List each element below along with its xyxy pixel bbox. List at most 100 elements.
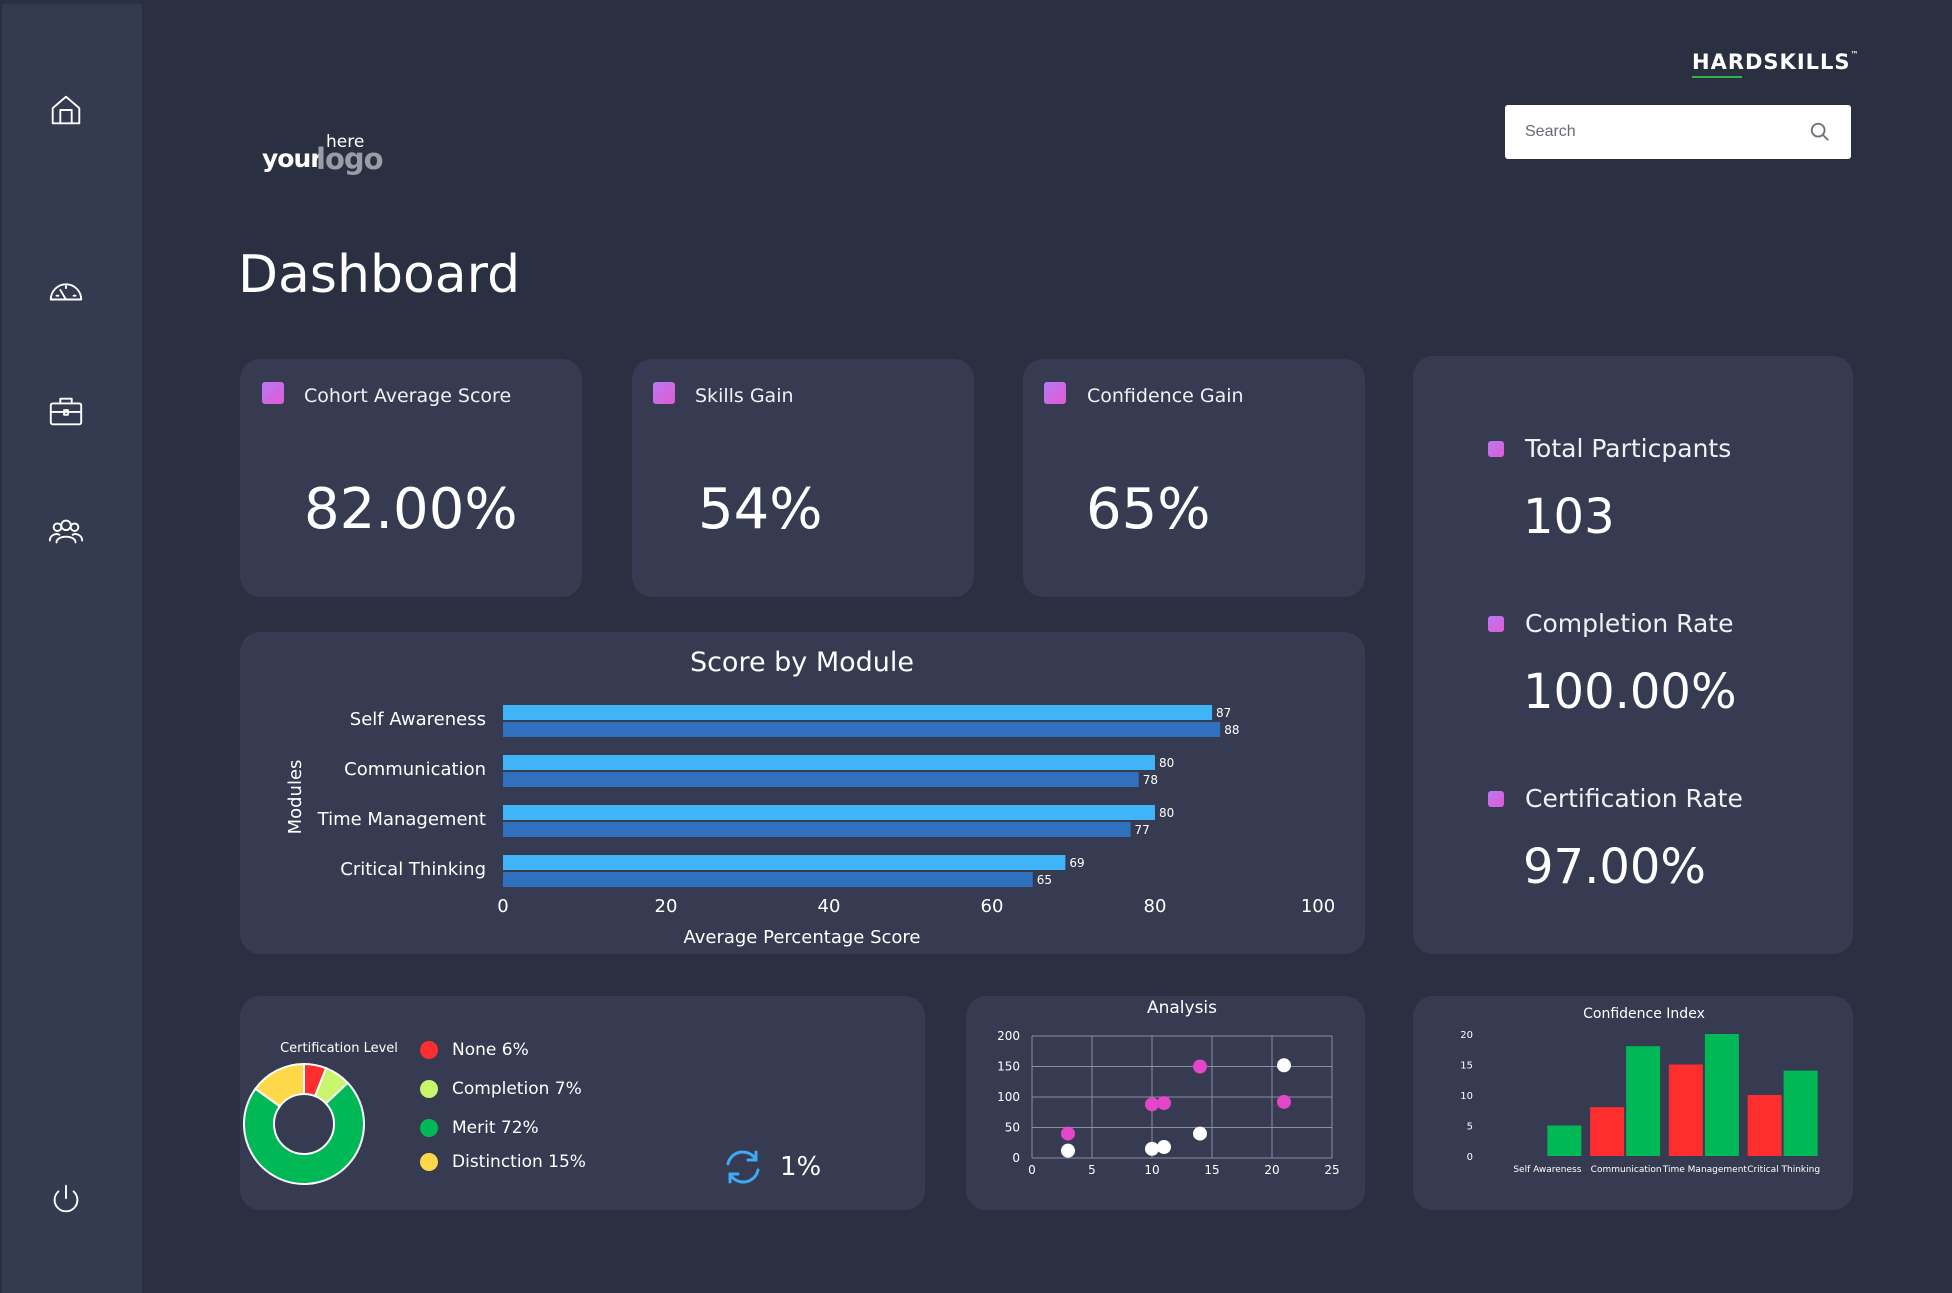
speedometer-icon[interactable] <box>46 270 86 310</box>
kpi-swatch <box>653 382 675 404</box>
y-axis-label: Modules <box>285 760 306 835</box>
kpi-label: Certification Rate <box>1525 784 1743 813</box>
y-tick-label: 0 <box>1467 1152 1473 1163</box>
y-tick-label: 20 <box>1460 1030 1473 1041</box>
bar-value-label: 87 <box>1216 706 1231 720</box>
bar <box>1783 1070 1818 1156</box>
logo-your: your <box>262 144 323 173</box>
chart-title: Score by Module <box>690 647 914 678</box>
scatter-point <box>1157 1096 1171 1111</box>
legend-label: Merit 72% <box>452 1118 539 1138</box>
bar-value-label: 69 <box>1069 856 1084 870</box>
x-tick-label: Self Awareness <box>1513 1165 1581 1175</box>
bar <box>503 772 1139 787</box>
bar <box>1747 1095 1782 1156</box>
y-tick-label: 10 <box>1460 1091 1473 1102</box>
change-value: 1% <box>780 1152 822 1182</box>
scatter-point <box>1277 1058 1291 1073</box>
logo: here your logo <box>262 132 384 182</box>
x-tick-label: Critical Thinking <box>1747 1165 1820 1175</box>
bar <box>1590 1107 1625 1156</box>
brand-underline <box>1692 76 1742 78</box>
scatter-point <box>1157 1140 1171 1155</box>
analysis-scatter-chart: Analysis 0 5 10 15 20 25 0 50 100 150 200 <box>997 998 1340 1177</box>
legend-label: None 6% <box>452 1040 529 1060</box>
confidence-index-card: Confidence Index 0 5 10 15 20 Self Awareness Co… <box>1413 996 1853 1210</box>
bar-value-label: 88 <box>1224 723 1239 737</box>
kpi-label: Completion Rate <box>1525 609 1734 638</box>
kpi-swatch <box>1488 441 1504 457</box>
bar-value-label: 77 <box>1135 823 1150 837</box>
confidence-index-chart: Confidence Index 0 5 10 15 20 Self Awareness Co… <box>1460 1006 1820 1175</box>
refresh-icon <box>726 1150 760 1184</box>
bar <box>503 722 1221 737</box>
x-tick-label: 80 <box>1144 896 1167 917</box>
score-by-module-chart: Score by Module Average Percentage Score M… <box>285 647 1335 948</box>
bar-value-label: 65 <box>1037 873 1052 887</box>
y-tick-label: 15 <box>1460 1061 1473 1072</box>
kpi-swatch <box>262 382 284 404</box>
scatter-point <box>1061 1143 1075 1158</box>
bar <box>503 805 1155 820</box>
home-icon[interactable] <box>46 90 86 130</box>
x-tick-label: 15 <box>1204 1163 1219 1177</box>
y-tick-label: 200 <box>997 1029 1020 1043</box>
kpi-value: 97.00% <box>1523 839 1707 895</box>
y-tick-label: 150 <box>997 1060 1020 1074</box>
x-tick-label: 0 <box>1028 1163 1036 1177</box>
bar <box>1668 1064 1703 1156</box>
category-label: Communication <box>344 759 486 780</box>
legend-item-merit: Merit 72% <box>420 1118 539 1138</box>
y-tick-label: 0 <box>1012 1151 1020 1165</box>
bar <box>503 855 1066 870</box>
x-tick-label: 100 <box>1301 896 1335 917</box>
legend-item-completion: Completion 7% <box>420 1079 582 1099</box>
x-tick-label: Time Management <box>1662 1165 1748 1175</box>
x-tick-label: 5 <box>1088 1163 1096 1177</box>
certification-card: Certification Level None 6% Completion 7… <box>240 996 925 1210</box>
y-tick-label: 100 <box>997 1090 1020 1104</box>
legend-dot <box>420 1080 438 1098</box>
legend-label: Completion 7% <box>452 1079 582 1099</box>
page-title: Dashboard <box>238 245 521 305</box>
category-label: Time Management <box>317 809 486 830</box>
bar <box>1626 1046 1661 1156</box>
kpi-swatch <box>1044 382 1066 404</box>
search-input[interactable]: Search <box>1505 105 1851 159</box>
legend-dot <box>420 1119 438 1137</box>
x-axis-label: Average Percentage Score <box>683 927 920 948</box>
bar <box>1704 1034 1739 1156</box>
sidebar <box>2 4 142 1293</box>
users-icon[interactable] <box>46 511 86 551</box>
search-placeholder: Search <box>1525 123 1576 140</box>
x-tick-label: Communication <box>1591 1165 1662 1175</box>
kpi-swatch <box>1488 616 1504 632</box>
briefcase-icon[interactable] <box>46 391 86 431</box>
x-tick-label: 25 <box>1324 1163 1339 1177</box>
search-icon[interactable] <box>1809 121 1831 143</box>
x-tick-label: 20 <box>655 896 678 917</box>
refresh-button[interactable]: 1% <box>720 1144 821 1190</box>
bar <box>503 822 1131 837</box>
kpi-value: 103 <box>1523 489 1615 545</box>
kpi-card-skills-gain: Skills Gain 54% <box>632 359 974 597</box>
chart-title: Analysis <box>1147 998 1217 1018</box>
bar <box>503 872 1033 887</box>
kpi-value: 82.00% <box>304 477 518 542</box>
bar <box>503 705 1213 720</box>
chart-title: Confidence Index <box>1583 1006 1705 1022</box>
kpi-label: Skills Gain <box>695 385 794 407</box>
x-tick-label: 40 <box>818 896 841 917</box>
bar-value-label: 80 <box>1159 806 1174 820</box>
legend-label: Distinction 15% <box>452 1152 586 1172</box>
chart-title: Certification Level <box>280 1041 398 1056</box>
kpi-swatch <box>1488 791 1504 807</box>
bar-value-label: 78 <box>1143 773 1158 787</box>
x-tick-label: 0 <box>497 896 508 917</box>
scatter-point <box>1061 1126 1075 1141</box>
power-icon[interactable] <box>46 1180 86 1220</box>
logo-logo: logo <box>316 142 384 176</box>
legend-item-none: None 6% <box>420 1040 529 1060</box>
certification-donut-chart: Certification Level <box>243 1041 398 1185</box>
kpi-card-cohort-average: Cohort Average Score 82.00% <box>240 359 582 597</box>
